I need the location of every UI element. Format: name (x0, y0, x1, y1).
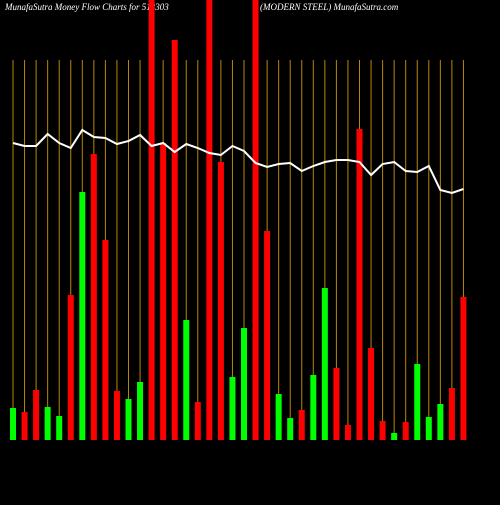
bar (56, 416, 63, 440)
bar (160, 143, 167, 440)
bar (217, 162, 224, 440)
bar (206, 0, 213, 440)
bar (275, 394, 282, 440)
bar (460, 297, 467, 440)
bar (137, 382, 144, 440)
bar (437, 404, 444, 440)
bar (21, 412, 28, 440)
bar (113, 391, 120, 440)
bar (356, 129, 363, 440)
bar (321, 288, 328, 440)
bar (44, 407, 51, 440)
bar (448, 388, 455, 440)
bar (287, 418, 294, 440)
bar (67, 295, 74, 440)
bar (252, 0, 259, 440)
chart-title: MunafaSutra Money Flow Charts for 513303 (4, 2, 169, 12)
bar (310, 375, 317, 440)
bar (79, 192, 86, 440)
bar (368, 348, 375, 440)
bar (414, 364, 421, 440)
bar (90, 154, 97, 440)
bar (402, 422, 409, 440)
bar (379, 421, 386, 440)
bar (229, 377, 236, 440)
plot (10, 0, 467, 440)
chart-subtitle: (MODERN STEEL) MunafaSutra.com (260, 2, 399, 12)
bar (344, 425, 351, 440)
bar (333, 368, 340, 440)
bar (425, 417, 432, 440)
bar (125, 399, 132, 440)
bar (183, 320, 190, 440)
bar (33, 390, 40, 440)
bar (264, 231, 271, 440)
bar (102, 240, 109, 440)
bar (171, 40, 178, 440)
bar (10, 408, 16, 440)
bar (298, 410, 305, 440)
line (12, 128, 464, 195)
bar (148, 0, 155, 440)
bar (391, 433, 398, 440)
bar (241, 328, 247, 440)
bar (194, 402, 201, 440)
